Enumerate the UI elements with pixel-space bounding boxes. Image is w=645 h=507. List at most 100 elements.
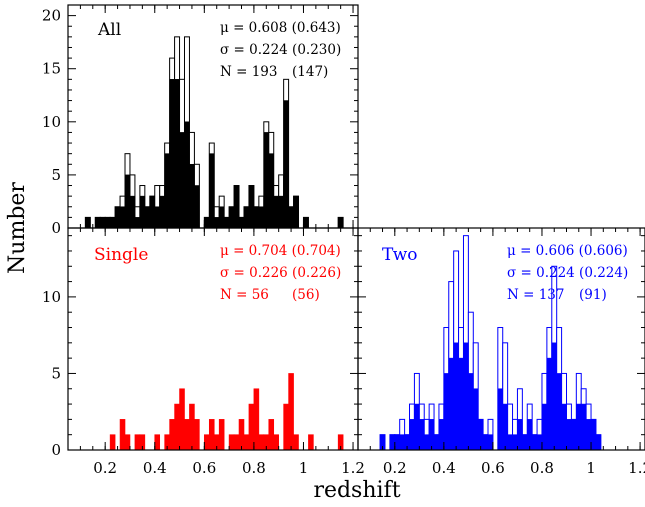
bar-filled [438, 419, 445, 451]
bar-filled [443, 373, 450, 451]
bar-filled [149, 195, 156, 229]
bar-filled [174, 79, 180, 229]
bar-filled [204, 217, 210, 229]
x-tick-label: 1.2 [628, 459, 645, 477]
bar-filled [134, 217, 141, 229]
bar-filled [536, 434, 543, 451]
y-tick-label: 15 [42, 60, 61, 78]
bar-filled [119, 419, 126, 451]
bar-filled [561, 403, 567, 451]
x-tick-label: 0.8 [530, 459, 554, 477]
stat-sigma: σ = 0.224 (0.230) [220, 42, 341, 58]
bar-filled [590, 419, 597, 451]
bar-filled [204, 434, 210, 451]
bar-filled [399, 434, 405, 451]
bar-filled [194, 185, 200, 229]
bar-filled [263, 132, 270, 229]
y-tick-label: 0 [51, 441, 61, 459]
bar-filled [517, 419, 523, 451]
bar-filled [414, 403, 420, 451]
bar-filled [546, 357, 553, 451]
x-tick-label: 0.4 [143, 459, 167, 477]
x-tick-label: 0.2 [93, 459, 117, 477]
stat-count: N = 137 [507, 287, 564, 303]
bar-filled [223, 217, 230, 229]
stat-sigma: σ = 0.224 (0.224) [507, 265, 628, 281]
bar-filled [409, 419, 415, 451]
panel-single: 0.2 0.4 0.6 0.8 1 1.2 0 5 10 Single μ = 0.704 (0.7… [42, 227, 365, 477]
bar-filled [278, 195, 284, 229]
bar-filled [585, 419, 592, 451]
y-tick-label: 5 [51, 166, 61, 184]
bar-filled [502, 403, 508, 451]
bar-filled [124, 174, 131, 229]
bar-filled [228, 206, 235, 229]
bar-filled [248, 403, 255, 451]
bar-filled [218, 419, 225, 451]
stat-count: N = 193 [220, 64, 277, 80]
panel-all: 0 5 10 15 20 All μ = 0.608 (0.643) σ = 0.224 (0… [42, 4, 359, 237]
stat-count-paren: (91) [579, 287, 607, 303]
bar-filled [423, 434, 430, 451]
bar-filled [472, 388, 479, 451]
bar-filled [293, 195, 299, 229]
bar-filled [541, 403, 548, 451]
bar-filled [448, 357, 454, 451]
bar-filled [129, 195, 136, 229]
bar-filled [174, 403, 180, 451]
bar-filled [139, 195, 146, 229]
bar-filled [273, 434, 279, 451]
bar-filled [551, 342, 557, 451]
bar-filled [308, 434, 314, 451]
bar-filled [243, 434, 250, 451]
x-axis-label: redshift [313, 478, 400, 503]
bar-filled [184, 419, 190, 451]
bar-filled [169, 79, 175, 229]
bar-filled [303, 217, 309, 229]
bar-filled [458, 357, 464, 451]
bar-filled [507, 434, 513, 451]
bar-filled [428, 419, 435, 451]
x-tick-label: 0.6 [192, 459, 216, 477]
bar-filled [109, 217, 116, 229]
bar-filled [487, 434, 494, 451]
y-tick-label: 0 [51, 219, 61, 237]
bar-filled [258, 206, 265, 229]
bar-filled [477, 419, 484, 451]
y-tick-label: 10 [42, 288, 61, 306]
bar-filled [497, 388, 504, 451]
y-axis-label: Number [5, 182, 30, 274]
y-tick-label: 20 [42, 7, 61, 25]
bar-filled [576, 403, 582, 451]
bar-filled [228, 434, 235, 451]
bar-filled [453, 342, 459, 451]
x-tick-label: 1 [299, 459, 309, 477]
stat-mean: μ = 0.608 (0.643) [220, 20, 341, 36]
bar-filled [463, 342, 469, 451]
bar-filled [233, 185, 240, 229]
bar-filled [419, 419, 425, 451]
bar-filled [144, 206, 151, 229]
bar-filled [522, 434, 528, 451]
bar-filled [293, 434, 299, 451]
stat-count-paren: (56) [292, 287, 320, 303]
bar-filled [85, 217, 91, 229]
bar-filled [104, 217, 111, 229]
bar-filled [526, 419, 533, 451]
bar-filled [179, 132, 185, 229]
bar-filled [468, 373, 474, 451]
bar-filled [119, 206, 126, 229]
bar-filled [189, 403, 195, 451]
bar-filled [154, 434, 161, 451]
stat-count-paren: (147) [292, 64, 328, 80]
bar-filled [283, 100, 289, 229]
bar-filled [253, 388, 260, 451]
y-tick-label: 5 [51, 364, 61, 382]
bar-filled [556, 373, 562, 451]
bar-filled [238, 419, 245, 451]
bar-filled [218, 206, 225, 229]
bar-filled [531, 434, 538, 451]
bar-filled [189, 163, 195, 229]
bar-filled [482, 434, 489, 451]
